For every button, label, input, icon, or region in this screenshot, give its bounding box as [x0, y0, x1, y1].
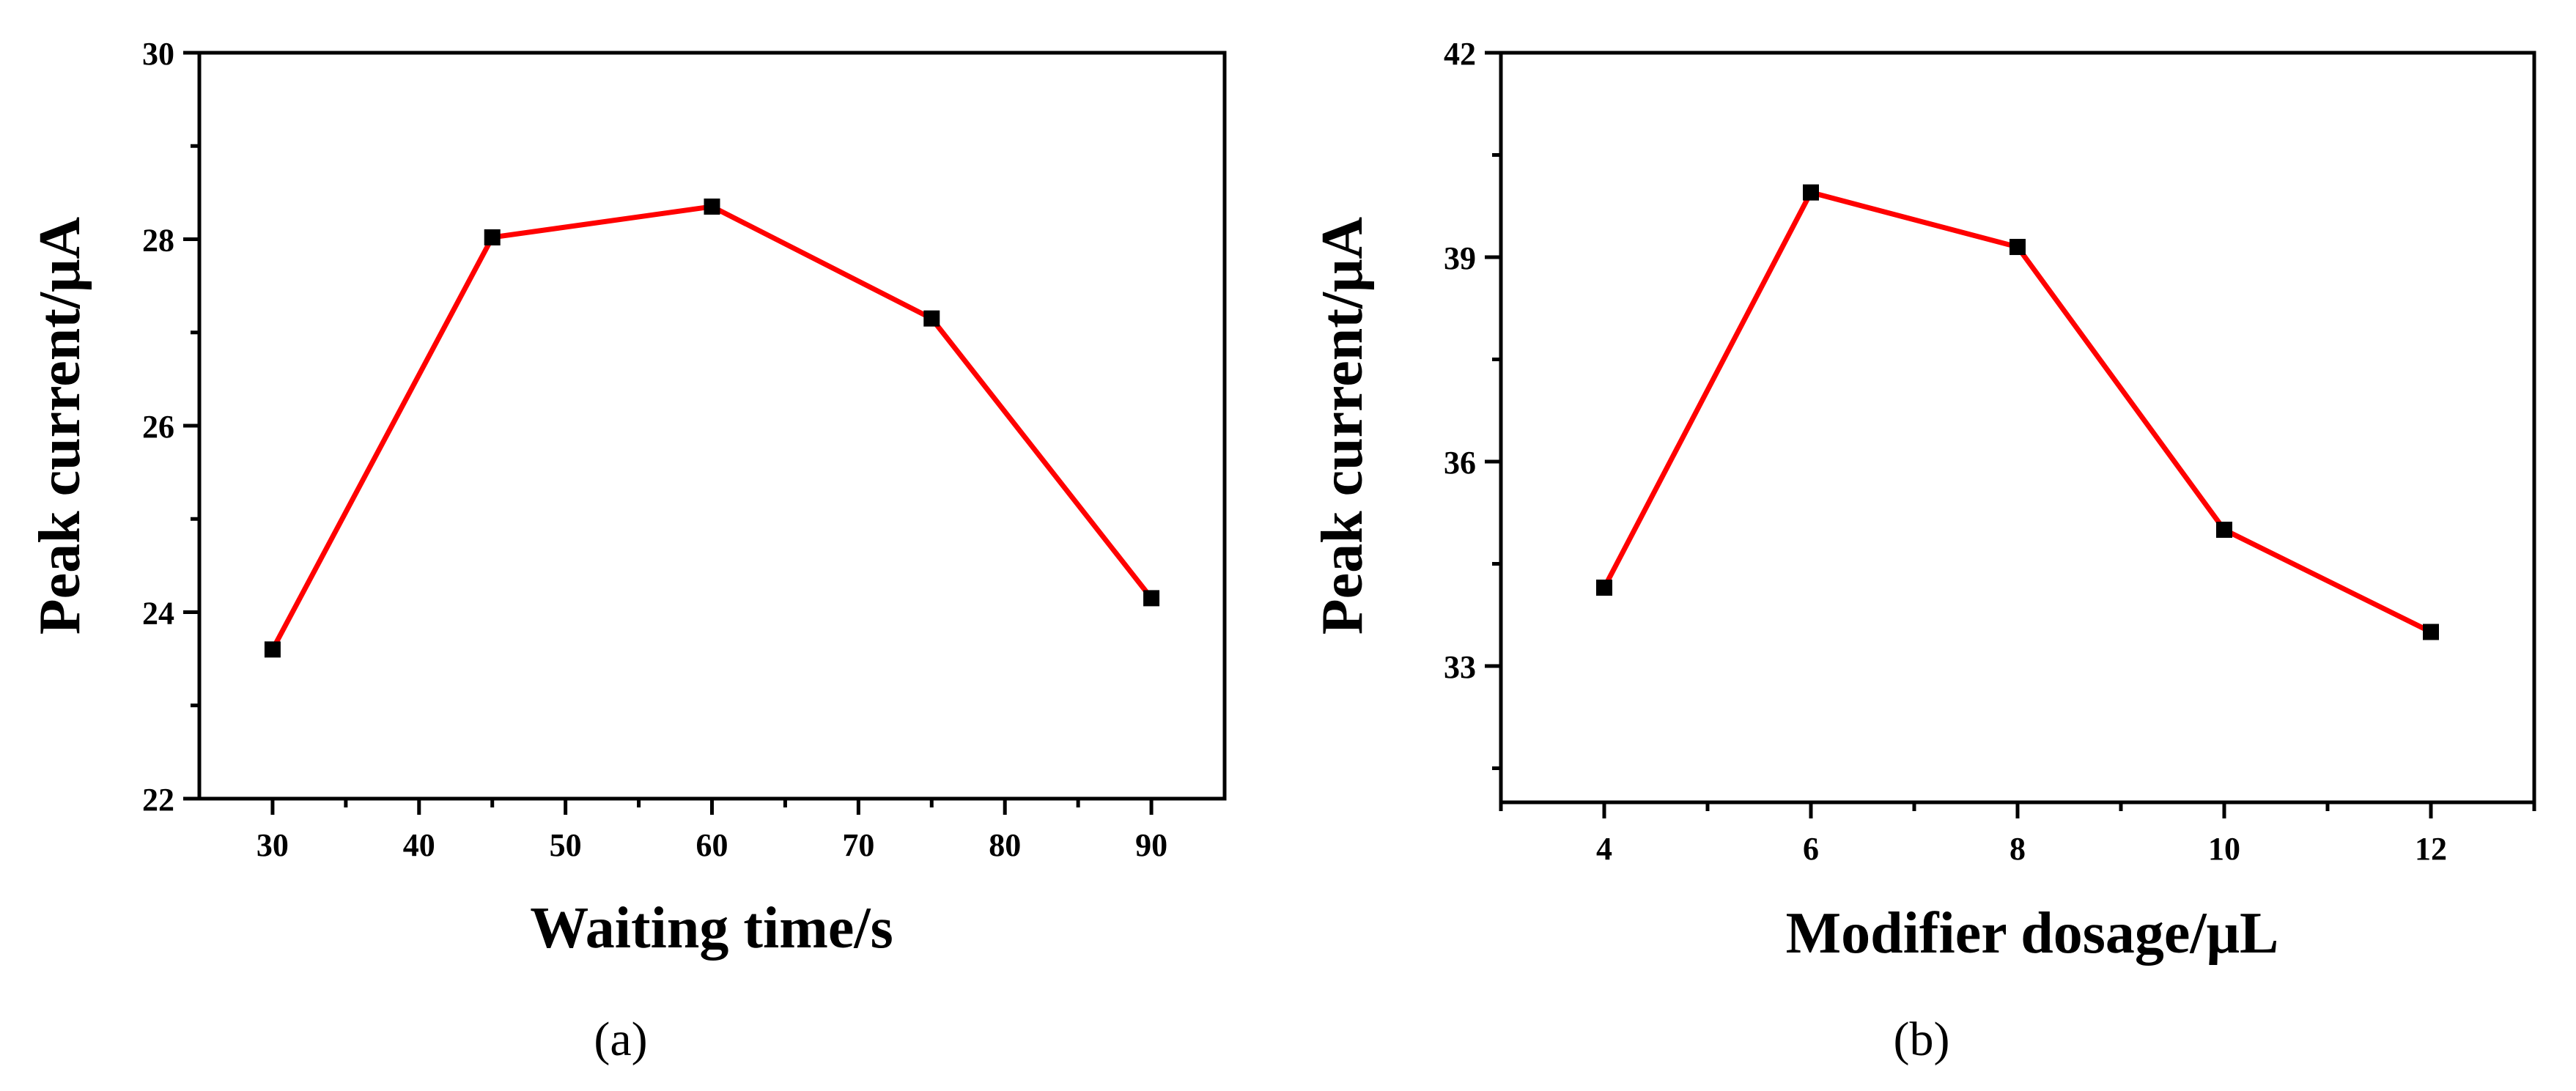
series-line — [1601, 189, 2432, 635]
x-tick-label: 8 — [2009, 831, 2026, 867]
y-tick-label: 42 — [1444, 36, 1476, 72]
x-tick-label: 12 — [2415, 831, 2447, 867]
x-tick-label: 70 — [842, 827, 874, 863]
x-tick-label: 80 — [989, 827, 1021, 863]
plot-frame — [1499, 51, 2536, 805]
series-markers — [264, 198, 1160, 658]
y-tick-label: 33 — [1444, 649, 1476, 685]
x-tick-label: 4 — [1596, 831, 1612, 867]
y-tick-label: 39 — [1444, 240, 1476, 276]
y-tick-label: 26 — [142, 409, 174, 445]
x-tick-labels: 4 6 8 10 12 — [1596, 831, 2447, 867]
chart-panel-a: 30 40 50 60 70 80 90 22 24 26 28 30 Waiting time/s… — [28, 36, 1227, 1066]
data-point-marker — [923, 310, 940, 327]
axis-ticks — [1485, 51, 2536, 818]
x-tick-label: 50 — [550, 827, 582, 863]
data-point-marker — [484, 229, 501, 245]
y-tick-label: 28 — [142, 223, 174, 259]
x-tick-label: 10 — [2208, 831, 2240, 867]
x-tick-label: 90 — [1135, 827, 1167, 863]
series-line — [270, 204, 1154, 651]
y-axis-title: Peak current/μA — [28, 217, 92, 635]
data-point-marker — [1143, 590, 1160, 607]
x-tick-label: 40 — [403, 827, 435, 863]
x-tick-label: 60 — [696, 827, 728, 863]
y-tick-label: 36 — [1444, 445, 1476, 481]
data-point-marker — [264, 641, 281, 658]
x-axis-title: Waiting time/s — [530, 896, 893, 961]
x-tick-label: 6 — [1803, 831, 1819, 867]
y-axis-title: Peak current/μA — [1310, 217, 1375, 635]
data-point-marker — [2216, 522, 2232, 538]
data-point-marker — [704, 198, 720, 215]
panel-label-a: (a) — [594, 1013, 647, 1066]
chart-panel-b: 4 6 8 10 12 33 36 39 42 Modifier dosage/μL Peak… — [1310, 36, 2536, 1066]
y-tick-labels: 33 36 39 42 — [1444, 36, 1476, 685]
x-axis-title: Modifier dosage/μL — [1786, 901, 2279, 966]
y-tick-label: 30 — [142, 36, 174, 72]
data-point-marker — [1803, 184, 1819, 201]
panel-label-b: (b) — [1894, 1013, 1950, 1066]
y-tick-labels: 22 24 26 28 30 — [142, 36, 174, 818]
data-point-marker — [2009, 239, 2026, 256]
y-tick-label: 22 — [142, 782, 174, 818]
x-tick-label: 30 — [257, 827, 289, 863]
series-markers — [1596, 184, 2439, 640]
plot-frame — [197, 51, 1227, 801]
data-point-marker — [1596, 580, 1612, 596]
x-tick-labels: 30 40 50 60 70 80 90 — [257, 827, 1167, 863]
axis-ticks — [183, 51, 1154, 815]
y-tick-label: 24 — [142, 596, 174, 632]
data-point-marker — [2423, 624, 2439, 640]
